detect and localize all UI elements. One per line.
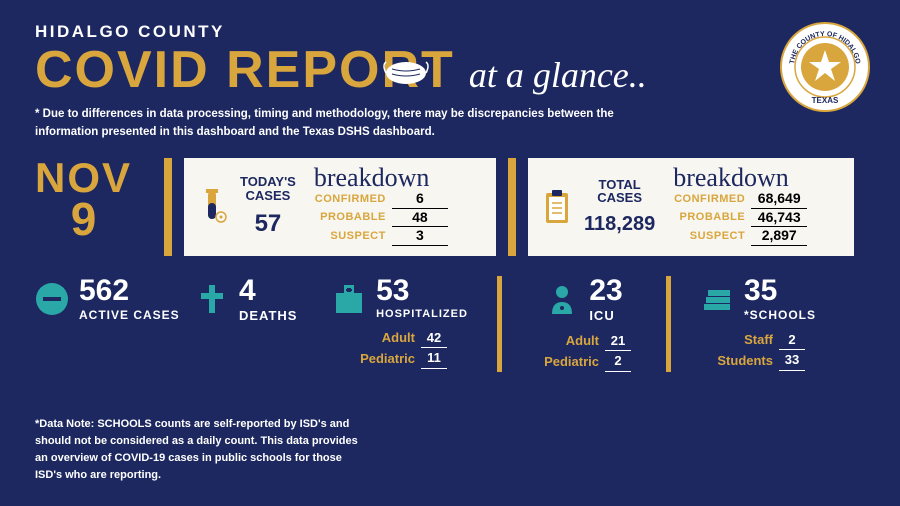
divider <box>164 158 172 256</box>
divider <box>497 276 502 372</box>
county-seal-icon: THE COUNTY OF HIDALGO TEXAS <box>780 22 870 112</box>
minus-circle-icon <box>35 282 69 316</box>
date-block: NOV 9 <box>35 158 152 256</box>
title-row: COVID REPORT at a glance.. <box>35 40 865 100</box>
icu-sub: Adult21 Pediatric2 <box>537 331 631 372</box>
icu-label: ICU <box>589 308 622 323</box>
schools-label: *SCHOOLS <box>744 308 816 322</box>
schools-value: 35 <box>744 276 816 306</box>
active-value: 562 <box>79 276 180 306</box>
date-day: 9 <box>35 198 132 242</box>
date-month: NOV <box>35 158 132 198</box>
active-label: ACTIVE CASES <box>79 308 180 322</box>
today-row-1: PROBABLE48 <box>314 209 482 228</box>
icu-stat: 23 ICU Adult21 Pediatric2 <box>514 276 654 372</box>
header: HIDALGO COUNTY COVID REPORT at a glance.… <box>0 0 900 100</box>
hosp-label: HOSPITALIZED <box>376 308 468 320</box>
total-left: TOTAL CASES 118,289 <box>584 178 655 236</box>
today-value: 57 <box>240 210 296 238</box>
hosp-value: 53 <box>376 276 468 306</box>
icu-value: 23 <box>589 276 622 306</box>
today-label2: CASES <box>240 189 296 203</box>
deaths-stat: 4 DEATHS <box>195 276 315 323</box>
doctor-icon <box>545 282 579 316</box>
deaths-value: 4 <box>239 276 297 306</box>
data-note: *Data Note: SCHOOLS counts are self-repo… <box>35 416 365 484</box>
total-row-0: CONFIRMED68,649 <box>673 190 840 209</box>
testtube-icon <box>198 189 228 225</box>
total-value: 118,289 <box>584 213 655 236</box>
total-row-2: SUSPECT2,897 <box>673 227 840 246</box>
total-breakdown-title: breakdown <box>673 168 840 189</box>
disclaimer-text: * Due to differences in data processing,… <box>0 100 700 142</box>
subtitle: at a glance.. <box>469 54 647 96</box>
divider <box>666 276 671 372</box>
today-label1: TODAY'S <box>240 175 296 189</box>
hosp-sub: Adult42 Pediatric11 <box>353 328 447 369</box>
total-row-1: PROBABLE46,743 <box>673 209 840 228</box>
cross-icon <box>195 282 229 316</box>
total-cases-card: TOTAL CASES 118,289 breakdown CONFIRMED6… <box>528 158 854 256</box>
total-breakdown: breakdown CONFIRMED68,649 PROBABLE46,743… <box>673 168 840 246</box>
active-cases-stat: 562 ACTIVE CASES <box>35 276 195 322</box>
hospitalized-stat: 53 HOSPITALIZED Adult42 Pediatric11 <box>315 276 485 369</box>
today-row-2: SUSPECT3 <box>314 227 482 246</box>
hospital-icon <box>332 281 366 315</box>
svg-text:TEXAS: TEXAS <box>812 96 839 105</box>
mid-row: NOV 9 TODAY'S CASES 57 breakdown CONFIRM… <box>0 142 900 256</box>
clipboard-icon <box>542 189 572 225</box>
today-breakdown: breakdown CONFIRMED6 PROBABLE48 SUSPECT3 <box>314 168 482 246</box>
total-label2: CASES <box>584 191 655 205</box>
books-icon <box>700 282 734 316</box>
today-row-0: CONFIRMED6 <box>314 190 482 209</box>
today-breakdown-title: breakdown <box>314 168 482 189</box>
schools-sub: Staff2 Students33 <box>711 330 805 371</box>
bottom-stats: 562 ACTIVE CASES 4 DEATHS 53 HOSPITALIZE… <box>0 256 900 372</box>
total-label1: TOTAL <box>584 178 655 192</box>
todays-cases-card: TODAY'S CASES 57 breakdown CONFIRMED6 PR… <box>184 158 496 256</box>
county-name: HIDALGO COUNTY <box>35 22 865 42</box>
schools-stat: 35 *SCHOOLS Staff2 Students33 <box>683 276 833 371</box>
divider <box>508 158 516 256</box>
mask-icon <box>382 60 430 86</box>
today-left: TODAY'S CASES 57 <box>240 175 296 238</box>
deaths-label: DEATHS <box>239 308 297 323</box>
